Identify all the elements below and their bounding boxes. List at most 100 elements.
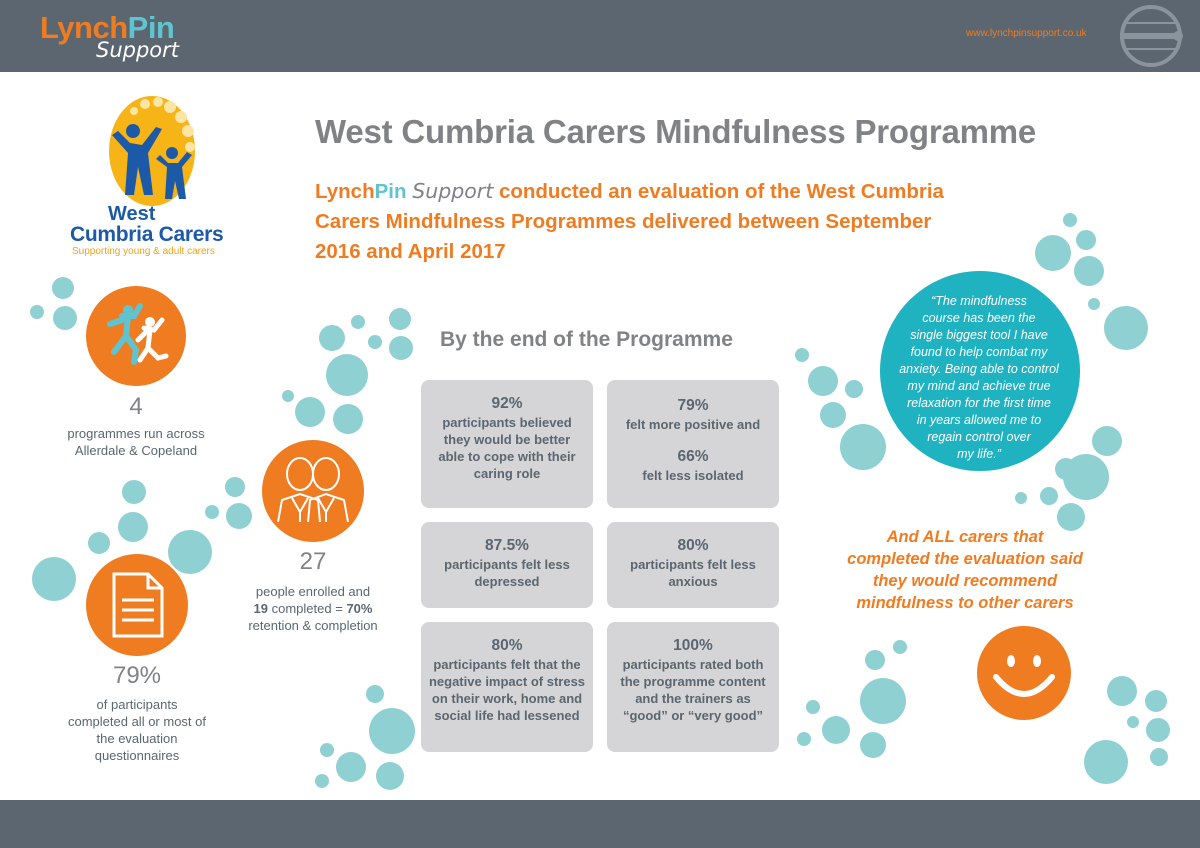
questionnaires-line2: completed all or most of	[67, 714, 206, 729]
completed-number: 19	[253, 601, 268, 616]
card-percent: 80%	[491, 637, 523, 654]
decor-bubble	[822, 716, 850, 744]
card-line: felt less isolated	[642, 468, 744, 483]
decor-bubble	[1076, 230, 1096, 250]
decor-bubble	[295, 397, 325, 427]
decor-bubble	[797, 732, 811, 746]
recommend-line: completed the evaluation said	[847, 550, 1083, 568]
result-card: 79% felt more positive and 66% felt less…	[607, 380, 779, 508]
decor-bubble	[351, 315, 365, 329]
card-line: participants felt less	[444, 557, 570, 572]
questionnaires-percent: 79%	[112, 662, 162, 689]
document-icon	[112, 572, 164, 638]
decor-bubble	[32, 557, 76, 601]
page-subtitle: LynchPin Support conducted an evaluation…	[315, 176, 1035, 267]
card-percent: 79%	[677, 397, 709, 414]
decor-bubble	[1063, 213, 1077, 227]
quote-line: relaxation for the first time	[907, 396, 1051, 410]
decor-bubble	[122, 480, 146, 504]
enrolled-line1: people enrolled and	[255, 584, 371, 599]
questionnaires-line3: the evaluation	[96, 731, 178, 746]
programmes-line2: Allerdale & Copeland	[74, 443, 198, 458]
quote-line: my life.”	[957, 447, 1001, 461]
card-percent-2: 66%	[677, 448, 709, 465]
enrolled-circle	[262, 440, 364, 542]
result-card: 80% participants felt less anxious	[607, 522, 779, 608]
subtitle-line2: Carers Mindfulness Programmes delivered …	[315, 210, 932, 233]
decor-bubble	[795, 348, 809, 362]
decor-bubble	[320, 743, 334, 757]
result-card: 80% participants felt that the negative …	[421, 622, 593, 752]
programmes-line1: programmes run across	[67, 426, 205, 441]
enrolled-count: 27	[299, 548, 327, 575]
decor-bubble	[53, 306, 77, 330]
brand-support-text: Support	[96, 38, 180, 62]
decor-bubble	[1145, 690, 1167, 712]
decor-bubble	[1015, 492, 1027, 504]
lynchpin-logo[interactable]: LynchPin	[40, 10, 175, 46]
retention-percent: 70%	[346, 601, 373, 616]
header-bar	[0, 0, 1200, 72]
decor-bubble	[389, 336, 413, 360]
ring-logo-icon	[1120, 5, 1183, 67]
card-line: they would be better	[443, 432, 571, 447]
decor-bubble	[1150, 748, 1168, 766]
decor-bubble	[860, 678, 906, 724]
decor-bubble	[118, 512, 148, 542]
quote-line: single biggest tool I have	[910, 328, 1048, 342]
card-percent: 87.5%	[485, 537, 529, 554]
decor-bubble	[333, 404, 363, 434]
decor-bubble	[366, 685, 384, 703]
decor-bubble	[860, 732, 886, 758]
decor-bubble	[806, 700, 820, 714]
decor-bubble	[282, 390, 294, 402]
decor-bubble	[225, 477, 245, 497]
decor-bubble	[840, 424, 886, 470]
jumping-people-icon	[107, 303, 169, 365]
programmes-desc: programmes run across Allerdale & Copela…	[46, 425, 226, 459]
questionnaires-line4: questionnaires	[94, 748, 180, 763]
card-line: on their work, home and	[431, 691, 583, 706]
smiley-face-icon	[977, 626, 1071, 720]
decor-bubble	[368, 335, 382, 349]
card-line: participants felt less	[630, 557, 756, 572]
card-line: “good” or “very good”	[622, 708, 764, 723]
recommend-line: they would recommend	[872, 572, 1058, 590]
two-people-icon	[277, 457, 349, 523]
decor-bubble	[369, 708, 415, 754]
decor-bubble	[30, 305, 44, 319]
decor-bubble	[865, 650, 885, 670]
decor-bubble	[1074, 256, 1104, 286]
card-line: participants rated both	[622, 657, 764, 672]
card-line: caring role	[473, 466, 541, 481]
testimonial-quote: “The mindfulness course has been the sin…	[893, 293, 1065, 463]
quote-line: in years allowed me to	[916, 413, 1042, 427]
decor-bubble	[226, 503, 252, 529]
card-line: participants believed	[442, 415, 572, 430]
quote-line: found to help combat my	[910, 345, 1048, 359]
decor-bubble	[808, 366, 838, 396]
quote-line: “The mindfulness	[931, 294, 1027, 308]
card-line: anxious	[668, 574, 718, 589]
recommend-line: mindfulness to other carers	[856, 594, 1074, 612]
decor-bubble	[845, 380, 863, 398]
result-card: 92% participants believed they would be …	[421, 380, 593, 508]
recommend-statement: And ALL carers that completed the evalua…	[830, 526, 1100, 614]
quote-line: regain control over	[927, 430, 1031, 444]
decor-bubble	[1084, 740, 1128, 784]
card-percent: 80%	[677, 537, 709, 554]
quote-circle	[880, 271, 1080, 471]
questionnaires-line1: of participants	[96, 697, 178, 712]
decor-bubble	[205, 505, 219, 519]
website-link[interactable]: www.lynchpinsupport.co.uk	[966, 28, 1087, 39]
wcc-name-text: Cumbria Carers	[70, 223, 224, 246]
quote-line: my mind and achieve true	[907, 379, 1051, 393]
decor-bubble	[1092, 426, 1122, 456]
questionnaires-desc: of participants completed all or most of…	[46, 696, 228, 764]
subtitle-lynch: Lynch	[315, 180, 375, 203]
result-card: 87.5% participants felt less depressed	[421, 522, 593, 608]
decor-bubble	[1088, 298, 1100, 310]
wcc-west-text: West	[108, 203, 156, 225]
card-line: able to cope with their	[438, 449, 576, 464]
decor-bubble	[1040, 487, 1058, 505]
